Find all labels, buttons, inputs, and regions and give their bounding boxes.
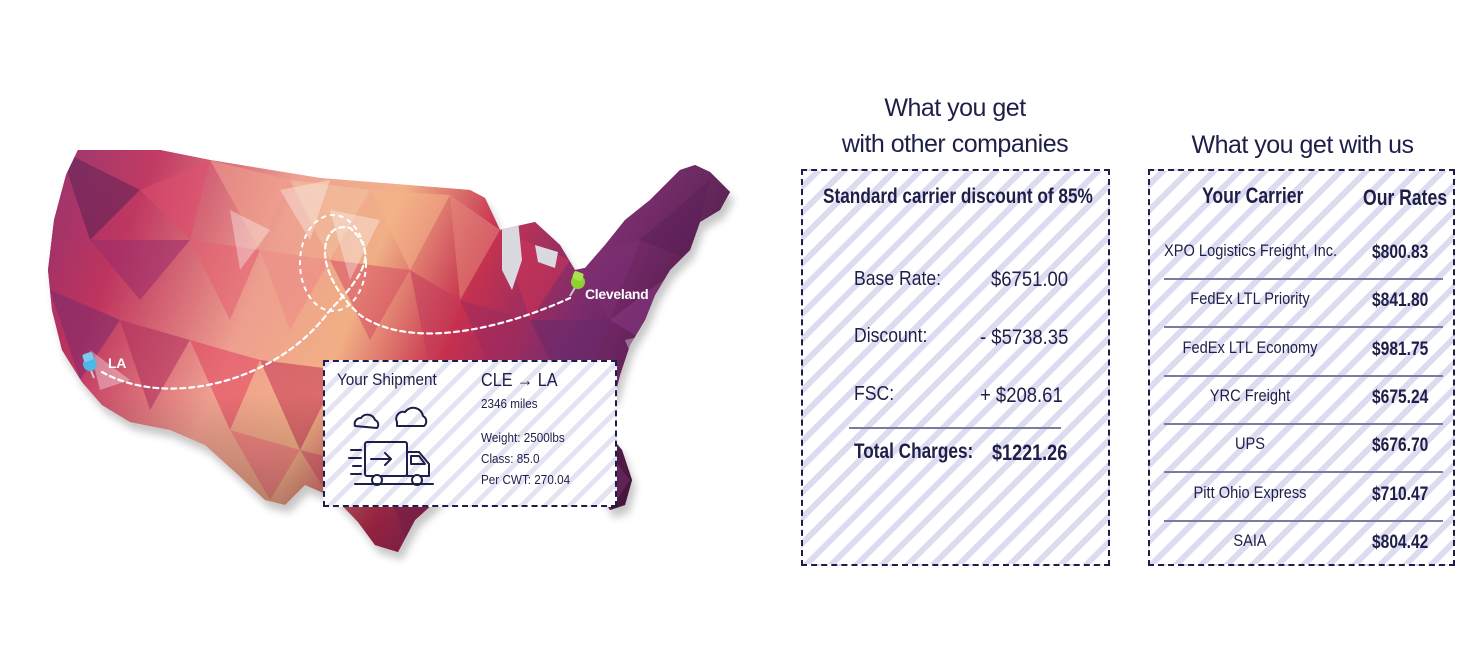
carrier-name: Pitt Ohio Express (1193, 482, 1307, 502)
cleveland-pin-icon (569, 271, 585, 297)
carrier-name: YRC Freight (1209, 385, 1291, 405)
shipment-card: Your Shipment CLE → LA 2346 miles Weight… (323, 360, 617, 507)
carrier-rate: $710.47 (1372, 483, 1429, 505)
row-divider (1164, 519, 1443, 522)
row-divider (1164, 374, 1443, 377)
carrier-rate: $841.80 (1372, 290, 1429, 312)
shipment-class: Class: 85.0 (481, 451, 540, 466)
row-divider (1164, 326, 1443, 329)
row-divider (1164, 422, 1443, 425)
shipment-title: Your Shipment (337, 370, 437, 389)
total-label: Total Charges: (854, 440, 974, 463)
shipment-per-cwt: Per CWT: 270.04 (481, 472, 571, 487)
col-rates-header: Our Rates (1363, 185, 1448, 210)
our-rates-panel: Your Carrier Our Rates XPO Logistics Fre… (1148, 169, 1455, 566)
other-subtitle: Standard carrier discount of 85% (823, 185, 1093, 208)
row-divider (1164, 471, 1443, 474)
fsc-value: + $208.61 (980, 384, 1063, 407)
other-companies-panel: Standard carrier discount of 85% Base Ra… (801, 169, 1110, 566)
discount-label: Discount: (854, 325, 928, 347)
other-heading-line1: What you get (884, 94, 1026, 122)
carrier-rate: $981.75 (1372, 338, 1429, 360)
carrier-name: FedEx LTL Economy (1182, 337, 1318, 357)
carrier-rate: $800.83 (1372, 242, 1429, 263)
discount-value: - $5738.35 (980, 326, 1069, 349)
shipment-miles: 2346 miles (481, 396, 538, 411)
la-pin-icon (82, 352, 97, 379)
fsc-label: FSC: (854, 383, 895, 405)
carrier-rate: $676.70 (1372, 435, 1429, 457)
base-rate-value: $6751.00 (991, 268, 1069, 291)
base-rate-label: Base Rate: (854, 268, 942, 290)
carrier-name: FedEx LTL Priority (1190, 289, 1310, 309)
us-heading: What you get with us (1191, 131, 1414, 159)
other-heading-line2: with other companies (841, 130, 1069, 158)
carrier-rate: $804.42 (1372, 531, 1429, 553)
col-carrier-header: Your Carrier (1202, 183, 1304, 208)
la-label: LA (108, 355, 127, 371)
shipment-route: CLE → LA (481, 370, 558, 390)
carrier-name: SAIA (1233, 530, 1267, 550)
carrier-name: XPO Logistics Freight, Inc. (1164, 241, 1338, 260)
cleveland-label: Cleveland (585, 286, 649, 302)
carrier-rate: $675.24 (1372, 386, 1429, 408)
total-value: $1221.26 (992, 440, 1068, 465)
total-divider (849, 427, 1061, 429)
delivery-truck-icon (348, 406, 434, 486)
shipment-weight: Weight: 2500lbs (481, 430, 565, 445)
row-divider (1164, 278, 1443, 280)
carrier-name: UPS (1234, 434, 1266, 454)
